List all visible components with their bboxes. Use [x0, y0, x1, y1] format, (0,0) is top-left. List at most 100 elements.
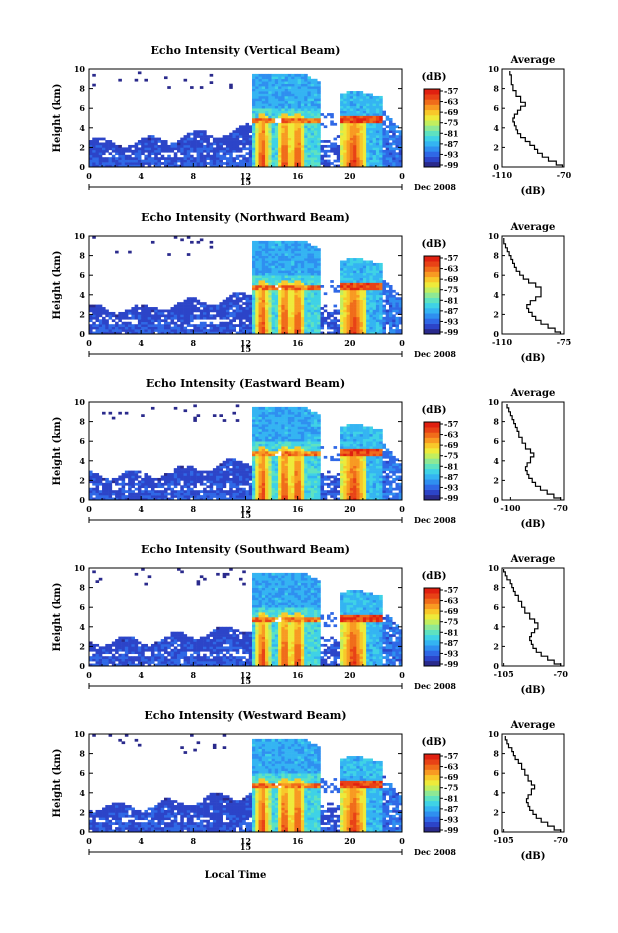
heatmap-cell — [376, 273, 380, 276]
heatmap-cell — [122, 147, 126, 150]
heatmap-cell — [262, 103, 266, 106]
heatmap-cell — [236, 466, 240, 469]
heatmap-cell — [285, 138, 289, 141]
heatmap-cell — [314, 96, 318, 99]
heatmap-cell — [219, 150, 223, 153]
heatmap-cell — [307, 111, 311, 114]
heatmap-cell — [268, 243, 272, 246]
heatmap-cell — [291, 302, 295, 305]
heatmap-cell — [275, 152, 279, 155]
heatmap-cell — [379, 145, 383, 148]
heatmap-cell — [386, 133, 390, 136]
heatmap-cell — [278, 409, 282, 412]
heatmap-cell — [288, 81, 292, 84]
heatmap-cell — [259, 324, 263, 327]
heatmap-cell — [157, 145, 161, 148]
heatmap-cell — [337, 147, 341, 150]
heatmap-cell — [148, 485, 152, 488]
heatmap-cell — [294, 261, 298, 264]
heatmap-cell — [298, 327, 302, 330]
heatmap-cell — [259, 251, 263, 254]
heatmap-cell — [206, 155, 210, 158]
heatmap-cell — [174, 307, 178, 310]
heatmap-cell — [314, 312, 318, 315]
heatmap-cell — [255, 123, 259, 126]
heatmap-cell — [259, 96, 263, 99]
colorbar-swatch — [424, 282, 440, 288]
heatmap-cell — [272, 473, 276, 476]
heatmap-cell — [200, 150, 204, 153]
heatmap-cell — [288, 273, 292, 276]
heatmap-cell — [157, 490, 161, 493]
heatmap-cell — [265, 268, 269, 271]
heatmap-cell — [177, 314, 181, 317]
heatmap-cell — [340, 108, 344, 111]
heatmap-cell — [347, 106, 351, 109]
heatmap-cell — [304, 265, 308, 268]
heatmap-cell — [226, 317, 230, 320]
heatmap-cell — [376, 150, 380, 153]
heatmap-cell — [89, 157, 93, 160]
heatmap-cell — [363, 150, 367, 153]
heatmap-cell — [285, 103, 289, 106]
heatmap-cell — [177, 324, 181, 327]
heatmap-cell — [288, 106, 292, 109]
heatmap-cell — [259, 424, 263, 427]
heatmap-cell — [187, 253, 191, 256]
heatmap-cell — [291, 261, 295, 264]
heatmap-cell — [369, 285, 373, 288]
heatmap-cell — [275, 108, 279, 111]
heatmap-cell — [259, 456, 263, 459]
heatmap-cell — [285, 130, 289, 133]
heatmap-cell — [259, 147, 263, 150]
heatmap-cell — [340, 270, 344, 273]
heatmap-cell — [288, 155, 292, 158]
heatmap-cell — [255, 480, 259, 483]
heatmap-cell — [373, 155, 377, 158]
heatmap-cell — [281, 155, 285, 158]
heatmap-cell — [376, 106, 380, 109]
heatmap-cell — [259, 241, 263, 244]
heatmap-cell — [255, 485, 259, 488]
heatmap-cell — [320, 162, 324, 165]
heatmap-cell — [203, 140, 207, 143]
heatmap-cell — [223, 162, 227, 165]
heatmap-cell — [317, 263, 321, 266]
heatmap-cell — [301, 116, 305, 119]
heatmap-cell — [255, 483, 259, 486]
heatmap-cell — [128, 324, 132, 327]
heatmap-cell — [379, 285, 383, 288]
heatmap-cell — [307, 310, 311, 313]
heatmap-cell — [138, 307, 142, 310]
heatmap-cell — [363, 275, 367, 278]
heatmap-cell — [255, 113, 259, 116]
heatmap-cell — [255, 94, 259, 97]
heatmap-cell — [301, 150, 305, 153]
heatmap-cell — [298, 145, 302, 148]
heatmap-cell — [255, 473, 259, 476]
heatmap-cell — [291, 133, 295, 136]
heatmap-cell — [311, 295, 315, 298]
heatmap-cell — [304, 74, 308, 77]
heatmap-cell — [184, 471, 188, 474]
heatmap-cell — [285, 458, 289, 461]
heatmap-cell — [252, 106, 256, 109]
y-tick-label: 10 — [74, 231, 86, 241]
heatmap-cell — [373, 106, 377, 109]
heatmap-cell — [366, 307, 370, 310]
heatmap-cell — [92, 162, 96, 165]
heatmap-cell — [294, 155, 298, 158]
heatmap-cell — [135, 160, 139, 163]
heatmap-cell — [272, 96, 276, 99]
heatmap-cell — [304, 152, 308, 155]
heatmap-cell — [164, 327, 168, 330]
panel-1: Echo Intensity (Vertical Beam)0246810Hei… — [52, 44, 572, 197]
heatmap-cell — [379, 312, 383, 315]
heatmap-cell — [135, 143, 139, 146]
heatmap-cell — [363, 265, 367, 268]
heatmap-cell — [236, 314, 240, 317]
heatmap-cell — [268, 290, 272, 293]
heatmap-cell — [294, 79, 298, 82]
heatmap-cell — [265, 248, 269, 251]
heatmap-cell — [148, 140, 152, 143]
